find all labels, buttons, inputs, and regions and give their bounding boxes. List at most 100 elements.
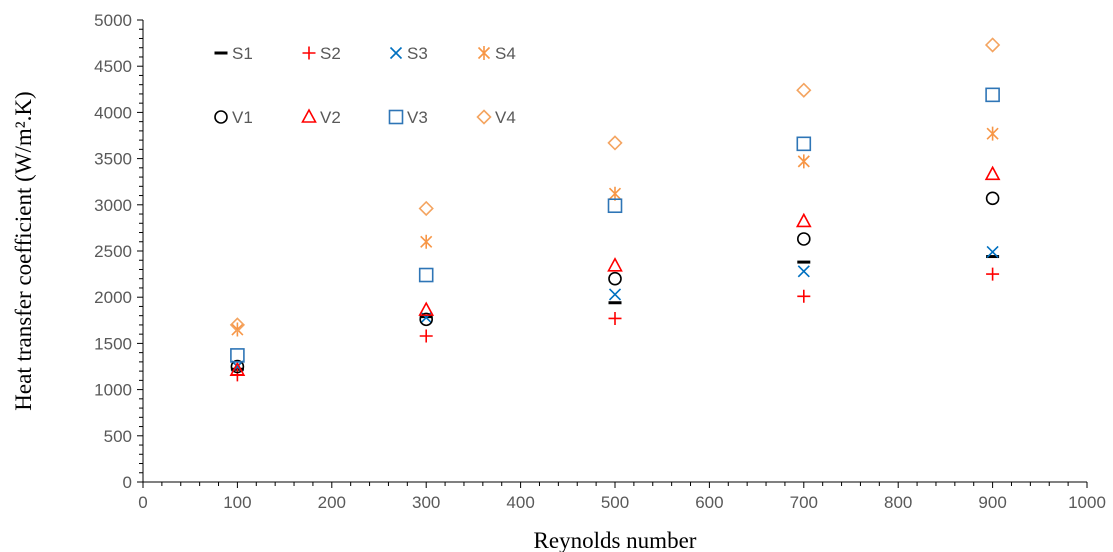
- legend-marker: [302, 46, 316, 60]
- data-point-s3: [797, 265, 810, 278]
- data-point-s2: [608, 311, 622, 325]
- data-point-v4: [796, 82, 812, 98]
- square-marker: [796, 136, 812, 152]
- y-tick-label: 2000: [94, 288, 132, 307]
- series-v2: [229, 165, 1001, 376]
- legend-label: V3: [407, 108, 428, 127]
- x-tick-label: 1000: [1068, 493, 1106, 512]
- data-point-v1: [608, 271, 622, 286]
- plus-marker: [986, 267, 1000, 281]
- legend-item-s1: S1: [214, 44, 253, 63]
- circle-marker: [214, 110, 228, 124]
- data-point-v2: [795, 212, 812, 228]
- y-tick-label: 0: [123, 473, 132, 492]
- x-tick-label: 700: [790, 493, 818, 512]
- square-marker: [418, 267, 434, 283]
- data-point-v4: [418, 200, 434, 217]
- data-point-v3: [418, 267, 434, 283]
- legend-item-v4: V4: [476, 108, 516, 127]
- axes: [137, 19, 1088, 488]
- x-tick-label: 800: [884, 493, 912, 512]
- data-point-v3: [230, 348, 245, 363]
- series-v4: [229, 37, 1001, 333]
- data-point-v3: [985, 87, 1000, 103]
- data-marks: [229, 37, 1001, 382]
- data-point-s2: [986, 267, 1000, 281]
- legend-item-s4: S4: [477, 44, 516, 63]
- y-tick-label: 4500: [94, 57, 132, 76]
- asterisk-marker: [797, 154, 810, 169]
- data-point-v2: [984, 165, 1001, 181]
- data-point-v1: [985, 191, 1000, 206]
- square-marker: [607, 198, 623, 214]
- data-point-s4: [797, 154, 810, 169]
- data-point-v4: [229, 317, 246, 333]
- triangle-marker: [418, 301, 435, 316]
- legend-marker: [477, 46, 491, 60]
- y-tick-label: 1500: [94, 334, 132, 353]
- circle-marker: [419, 312, 434, 327]
- legend-label: V2: [320, 108, 341, 127]
- plus-marker: [302, 46, 316, 60]
- legend-item-v2: V2: [301, 108, 341, 127]
- triangle-marker: [795, 212, 812, 228]
- legend: S1 S2 S3 S4 V1 V2 V3 V4: [214, 44, 516, 127]
- x-tick-label: 0: [138, 493, 147, 512]
- plus-marker: [797, 289, 811, 303]
- data-point-v3: [796, 136, 812, 152]
- y-tick-label: 1000: [94, 381, 132, 400]
- triangle-marker: [301, 108, 317, 123]
- data-point-s2: [797, 289, 811, 303]
- circle-marker: [608, 271, 622, 286]
- tick-labels: 0 100 200 300 400 500 600 700 800 900 1000 0 500 1000…: [94, 11, 1106, 512]
- circle-marker: [985, 191, 1000, 206]
- series-s4: [231, 126, 999, 337]
- legend-label: V1: [232, 108, 253, 127]
- asterisk-marker: [477, 46, 491, 60]
- data-point-v2: [418, 301, 435, 316]
- x-tick-label: 600: [695, 493, 723, 512]
- plus-marker: [608, 311, 622, 325]
- diamond-marker: [796, 82, 812, 98]
- legend-label: S3: [407, 44, 428, 63]
- legend-marker: [301, 108, 317, 123]
- plus-marker: [419, 329, 433, 343]
- data-point-s4: [231, 322, 244, 337]
- square-marker: [230, 348, 245, 363]
- x-marker: [986, 245, 999, 258]
- x-tick-label: 900: [978, 493, 1006, 512]
- data-point-v1: [796, 232, 811, 246]
- legend-marker: [214, 110, 228, 124]
- x-tick-label: 300: [412, 493, 440, 512]
- triangle-marker: [984, 165, 1001, 181]
- legend-item-s2: S2: [302, 44, 341, 63]
- legend-item-v3: V3: [388, 108, 428, 127]
- data-point-v3: [607, 198, 623, 214]
- x-marker: [608, 288, 622, 301]
- data-point-s4: [608, 186, 622, 201]
- y-axis-title: Heat transfer coefficient (W/m².K): [11, 91, 36, 410]
- x-axis-title: Reynolds number: [534, 528, 697, 552]
- data-point-v4: [984, 37, 1001, 53]
- legend-marker: [388, 109, 404, 125]
- data-point-s3: [608, 288, 622, 301]
- data-point-v4: [607, 135, 623, 151]
- y-tick-label: 4000: [94, 103, 132, 122]
- asterisk-marker: [420, 234, 433, 249]
- y-tick-label: 2500: [94, 242, 132, 261]
- legend-marker: [476, 109, 492, 125]
- y-tick-label: 3000: [94, 196, 132, 215]
- diamond-marker: [418, 200, 434, 217]
- data-point-v2: [229, 361, 246, 376]
- data-point-v1: [230, 359, 245, 374]
- x-tick-label: 200: [318, 493, 346, 512]
- triangle-marker: [229, 361, 246, 376]
- data-point-s2: [419, 329, 433, 343]
- y-tick-label: 3500: [94, 150, 132, 169]
- legend-marker: [389, 46, 403, 60]
- square-marker: [985, 87, 1000, 103]
- legend-item-v1: V1: [214, 108, 253, 127]
- square-marker: [388, 109, 404, 125]
- y-tick-label: 500: [104, 427, 132, 446]
